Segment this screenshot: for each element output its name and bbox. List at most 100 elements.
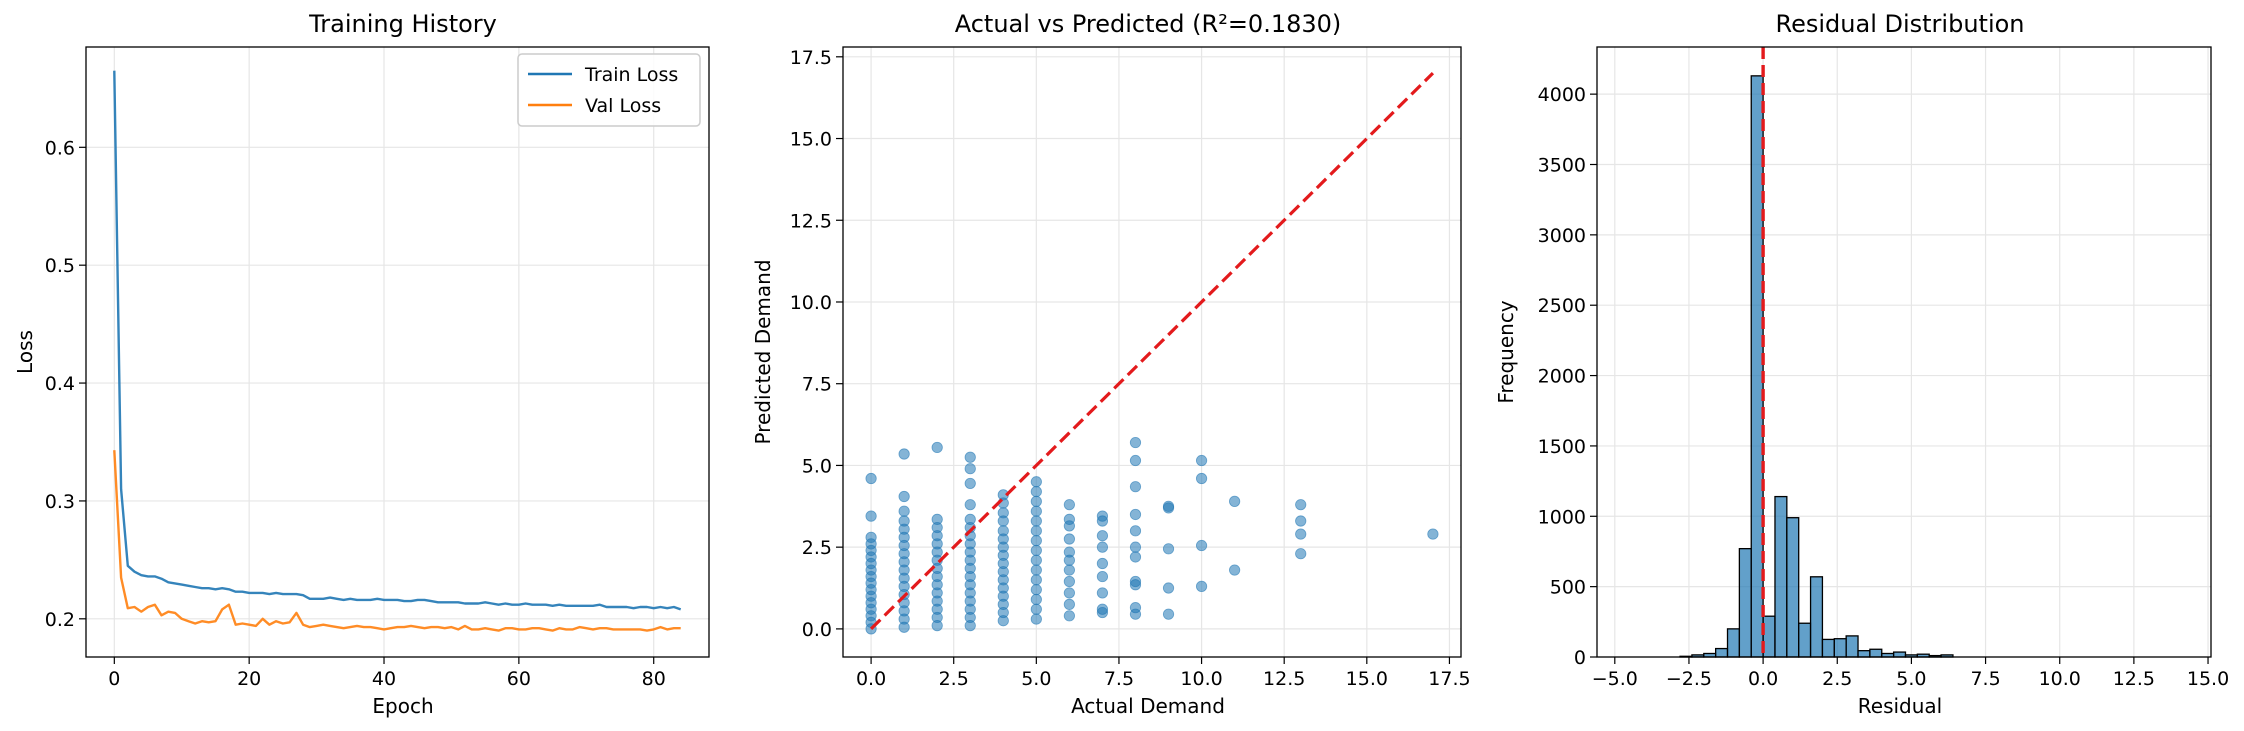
residual-distribution-plot-area (1596, 46, 2212, 658)
residual-distribution-ytick-label: 1000 (1538, 506, 1586, 528)
scatter-point (1063, 513, 1075, 525)
actual-vs-predicted-ytick-label: 12.5 (790, 210, 832, 232)
residual-distribution-ytick-label: 500 (1550, 577, 1586, 599)
training-history-axes-frame (85, 46, 710, 658)
actual-vs-predicted-plot-area (842, 46, 1462, 658)
residual-distribution-xtick-label: 7.5 (1970, 668, 2000, 690)
residual-distribution-ytick-label: 2000 (1538, 366, 1586, 388)
histogram-bar (1798, 622, 1812, 658)
histogram-bar (1833, 638, 1847, 658)
train-loss-line (113, 70, 682, 611)
actual-vs-predicted-panel: Actual vs Predicted (R²=0.1830) Actual D… (751, 10, 1471, 718)
scatter-point (1195, 472, 1208, 485)
scatter-point (964, 463, 976, 475)
histogram-bar (1857, 650, 1871, 658)
actual-vs-predicted-xtick-label: 7.5 (1104, 668, 1134, 690)
histogram-bar (1892, 651, 1907, 658)
residual-distribution-xlabel: Residual (1858, 694, 1942, 718)
scatter-point (1162, 543, 1175, 555)
scatter-point (1295, 515, 1307, 527)
scatter-point (1063, 587, 1075, 599)
residual-distribution-xtick-label: 10.0 (2039, 668, 2081, 690)
scatter-point (1030, 515, 1042, 527)
residual-distribution-title: Residual Distribution (1776, 10, 2025, 38)
scatter-point (1129, 436, 1142, 449)
legend-label-val-loss: Val Loss (585, 95, 661, 117)
training-history-xlabel: Epoch (372, 694, 433, 718)
scatter-point (964, 451, 976, 463)
scatter-point (1295, 499, 1307, 511)
residual-distribution-ytick-label: 3000 (1538, 225, 1586, 247)
scatter-point (1195, 454, 1208, 467)
scatter-point (1096, 510, 1109, 522)
scatter-point (1129, 541, 1142, 553)
scatter-point (865, 510, 877, 522)
scatter-point (1096, 557, 1109, 570)
scatter-point (931, 513, 943, 525)
scatter-point (1195, 580, 1208, 592)
scatter-point (1030, 544, 1042, 557)
scatter-point (1030, 564, 1042, 576)
residual-distribution-xtick-label: −2.5 (1666, 668, 1712, 690)
scatter-point (1063, 564, 1075, 576)
scatter-point (1030, 613, 1042, 625)
actual-vs-predicted-ytick-label: 2.5 (802, 537, 832, 559)
scatter-point (1129, 575, 1142, 588)
actual-vs-predicted-xlabel: Actual Demand (1071, 694, 1225, 718)
scatter-point (898, 505, 910, 517)
histogram-bar (1738, 547, 1752, 658)
legend-label-train-loss: Train Loss (584, 64, 678, 86)
scatter-point (1162, 582, 1175, 594)
actual-vs-predicted-ytick-label: 7.5 (802, 374, 832, 396)
scatter-point (1096, 541, 1109, 553)
scatter-point (1129, 551, 1142, 563)
actual-vs-predicted-ytick-label: 17.5 (790, 47, 832, 69)
scatter-point (1063, 575, 1075, 588)
val-loss-line (113, 450, 681, 632)
histogram-bar (1869, 648, 1883, 658)
scatter-point (1030, 485, 1042, 498)
scatter-point (964, 513, 976, 525)
scatter-point (1096, 587, 1109, 599)
actual-vs-predicted-xtick-label: 17.5 (1428, 668, 1470, 690)
actual-vs-predicted-ytick-label: 15.0 (790, 129, 832, 151)
scatter-point (997, 525, 1009, 537)
scatter-point (898, 515, 910, 527)
residual-distribution-xtick-label: −5.0 (1592, 668, 1638, 690)
scatter-point (1063, 546, 1075, 558)
histogram-bar (1845, 635, 1859, 658)
histogram-bar (1809, 576, 1824, 658)
histogram-bar (1786, 517, 1800, 658)
scatter-point (1096, 570, 1109, 583)
scatter-point (1030, 505, 1042, 517)
histogram-bar (1750, 75, 1764, 658)
residual-distribution-xtick-label: 5.0 (1896, 668, 1926, 690)
scatter-point (1129, 525, 1142, 537)
scatter-point (898, 490, 910, 503)
residual-distribution-ylabel: Frequency (1494, 300, 1518, 403)
actual-vs-predicted-ylabel: Predicted Demand (751, 259, 775, 444)
histogram-bar (1714, 647, 1729, 658)
training-history-ytick-label: 0.3 (45, 491, 75, 513)
actual-vs-predicted-xtick-label: 12.5 (1263, 668, 1305, 690)
scatter-point (1195, 539, 1208, 552)
training-history-ytick-label: 0.2 (45, 609, 75, 631)
scatter-point (1030, 525, 1042, 537)
scatter-point (964, 499, 976, 511)
histogram-bar (1726, 628, 1741, 658)
training-history-ytick-label: 0.6 (45, 137, 75, 159)
training-history-title: Training History (308, 10, 497, 38)
scatter-point (1030, 476, 1042, 488)
scatter-point (1295, 528, 1307, 540)
residual-distribution-xtick-label: 2.5 (1822, 668, 1852, 690)
actual-vs-predicted-ytick-label: 0.0 (802, 619, 832, 641)
residual-distribution-xtick-label: 0.0 (1748, 668, 1778, 690)
perfect-prediction-line (869, 72, 1435, 631)
scatter-point (1427, 528, 1439, 540)
scatter-point (964, 477, 976, 490)
residual-distribution-ytick-label: 4000 (1538, 84, 1586, 106)
actual-vs-predicted-axes-frame (842, 46, 1462, 658)
scatter-point (865, 531, 877, 543)
actual-vs-predicted-xtick-label: 0.0 (856, 668, 886, 690)
